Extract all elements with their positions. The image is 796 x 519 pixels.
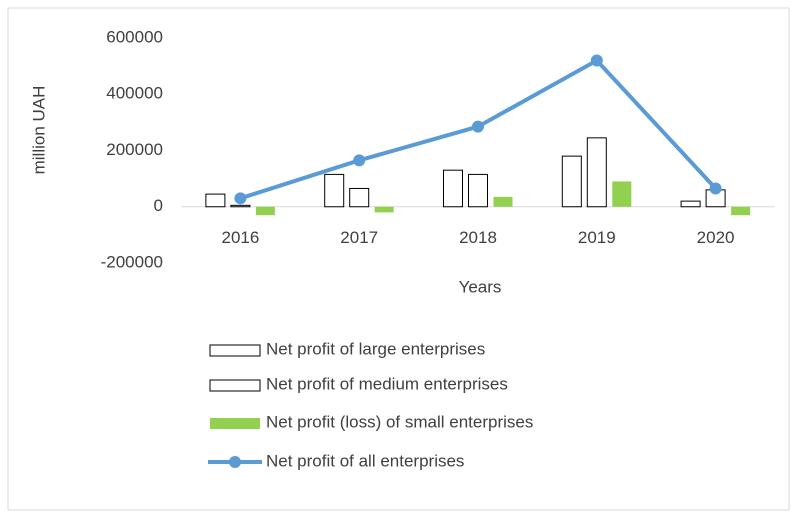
chart-border xyxy=(7,7,790,511)
y-tick-label: -200000 xyxy=(101,252,163,271)
x-axis-label: Years xyxy=(459,277,502,296)
bar xyxy=(349,187,370,208)
legend-label: Net profit of medium enterprises xyxy=(266,374,508,393)
x-tick-label: 2020 xyxy=(697,228,735,247)
bar xyxy=(324,173,345,208)
legend-swatch xyxy=(210,418,260,429)
bar xyxy=(443,169,463,208)
y-tick-label: 600000 xyxy=(106,27,163,46)
bar xyxy=(205,193,226,208)
x-tick-label: 2017 xyxy=(340,228,378,247)
legend-label: Net profit of large enterprises xyxy=(266,339,485,358)
bar xyxy=(493,196,513,207)
y-tick-label: 0 xyxy=(154,196,163,215)
legend-label: Net profit of all enterprises xyxy=(266,451,464,470)
legend-marker xyxy=(229,456,241,468)
bar xyxy=(255,206,275,216)
bar xyxy=(612,181,632,207)
line-marker xyxy=(353,154,366,167)
legend-swatch xyxy=(209,379,261,392)
y-tick-label: 400000 xyxy=(106,84,163,103)
line-marker xyxy=(234,192,247,205)
bar xyxy=(468,173,488,208)
line-marker xyxy=(709,182,722,195)
bar xyxy=(230,204,251,208)
bar xyxy=(374,206,394,213)
x-tick-label: 2019 xyxy=(578,228,616,247)
x-tick-label: 2016 xyxy=(221,228,259,247)
x-tick-label: 2018 xyxy=(459,228,497,247)
bar xyxy=(561,155,582,208)
y-axis-label: million UAH xyxy=(29,86,48,175)
y-tick-label: 200000 xyxy=(106,140,163,159)
bar xyxy=(680,200,701,208)
bar xyxy=(731,206,751,216)
line-marker xyxy=(590,54,603,67)
legend-swatch xyxy=(209,344,261,357)
bar xyxy=(586,137,607,208)
legend-label: Net profit (loss) of small enterprises xyxy=(266,412,533,431)
line-marker xyxy=(472,120,484,133)
